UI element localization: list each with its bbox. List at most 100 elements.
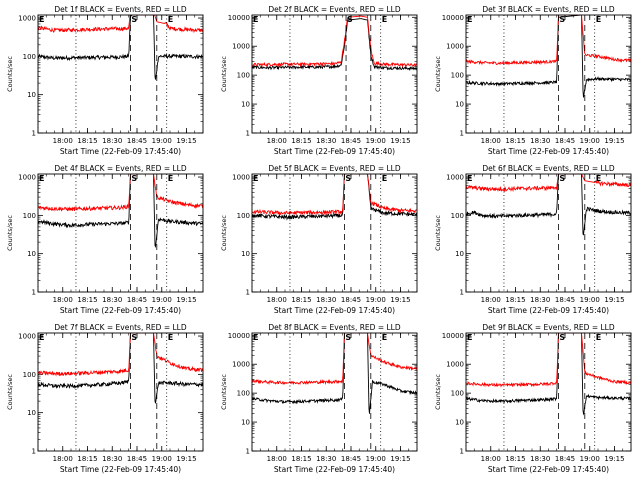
x-tick-label: 18:30	[530, 455, 550, 463]
event-marker-label: E	[467, 174, 472, 183]
panel-title: Det 2f BLACK = Events, RED = LLD	[268, 5, 401, 14]
y-tick-label: 100	[23, 53, 36, 61]
panel-title: Det 6f BLACK = Events, RED = LLD	[482, 164, 615, 173]
plot-frame	[251, 14, 418, 134]
series-events-line	[38, 333, 203, 404]
y-tick-label: 10	[27, 409, 36, 417]
x-axis-label: Start Time (22-Feb-09 17:45:40)	[274, 147, 395, 156]
series-lld-line	[466, 333, 631, 388]
series-lld-line	[38, 333, 203, 377]
x-tick-label: 18:00	[481, 455, 501, 463]
x-tick-label: 19:00	[366, 296, 386, 304]
y-tick-label: 1	[32, 289, 36, 297]
series-lld-line	[252, 333, 417, 386]
x-tick-label: 18:15	[77, 296, 97, 304]
y-tick-label: 100	[23, 371, 36, 379]
y-tick-label: 100	[451, 72, 464, 80]
series-events-line	[466, 15, 631, 98]
x-tick-label: 18:15	[77, 137, 97, 145]
event-marker-label: E	[596, 174, 601, 183]
y-tick-label: 10	[455, 101, 464, 109]
x-axis-label: Start Time (22-Feb-09 17:45:40)	[60, 147, 181, 156]
event-marker-label: E	[596, 15, 601, 24]
y-axis-label: Counts/sec	[434, 374, 442, 410]
x-tick-label: 18:45	[555, 137, 575, 145]
x-tick-label: 18:15	[291, 137, 311, 145]
x-tick-label: 18:15	[77, 455, 97, 463]
y-tick-label: 1	[32, 130, 36, 138]
series-events-line	[252, 333, 417, 414]
x-tick-label: 18:30	[102, 296, 122, 304]
y-tick-label: 1000	[446, 174, 464, 182]
y-tick-label: 100	[237, 390, 250, 398]
x-tick-label: 19:15	[390, 296, 410, 304]
x-tick-label: 18:15	[291, 455, 311, 463]
event-marker-label: S	[559, 333, 565, 342]
x-tick-label: 19:15	[390, 455, 410, 463]
x-tick-label: 18:45	[555, 296, 575, 304]
plot-frame	[465, 332, 632, 452]
panel-title: Det 4f BLACK = Events, RED = LLD	[54, 164, 187, 173]
event-marker-label: E	[382, 174, 387, 183]
y-tick-label: 10	[241, 101, 250, 109]
plot-frame	[465, 14, 632, 134]
y-tick-label: 100	[451, 212, 464, 220]
x-tick-label: 19:15	[604, 455, 624, 463]
panel-title: Det 5f BLACK = Events, RED = LLD	[268, 164, 401, 173]
y-tick-label: 10	[455, 250, 464, 258]
x-tick-label: 18:30	[530, 296, 550, 304]
panel-title: Det 1f BLACK = Events, RED = LLD	[54, 5, 187, 14]
y-tick-label: 1000	[446, 361, 464, 369]
y-tick-label: 10	[241, 250, 250, 258]
plot-frame	[37, 14, 204, 134]
x-tick-label: 18:00	[53, 455, 73, 463]
y-tick-label: 1000	[446, 43, 464, 51]
y-tick-label: 10000	[228, 14, 250, 22]
x-tick-label: 19:00	[580, 455, 600, 463]
panel-title: Det 8f BLACK = Events, RED = LLD	[268, 323, 401, 332]
series-lld-line	[252, 174, 417, 216]
x-tick-label: 19:15	[604, 137, 624, 145]
y-tick-label: 10000	[228, 332, 250, 340]
event-marker-label: S	[131, 15, 137, 24]
series-lld-line	[38, 15, 203, 34]
series-events-line	[466, 174, 631, 236]
series-events-line	[252, 174, 417, 221]
y-axis-label: Counts/sec	[220, 56, 228, 92]
x-tick-label: 18:00	[481, 296, 501, 304]
x-tick-label: 19:00	[366, 455, 386, 463]
x-tick-label: 18:00	[267, 137, 287, 145]
plot-frame	[37, 173, 204, 293]
x-tick-label: 18:00	[267, 296, 287, 304]
x-tick-label: 18:00	[267, 455, 287, 463]
event-marker-label: S	[131, 333, 137, 342]
event-marker-label: E	[39, 333, 44, 342]
y-axis-label: Counts/sec	[6, 374, 14, 410]
x-axis-label: Start Time (22-Feb-09 17:45:40)	[60, 306, 181, 315]
event-marker-label: E	[382, 333, 387, 342]
event-marker-label: E	[253, 333, 258, 342]
x-tick-label: 19:00	[580, 296, 600, 304]
event-marker-label: E	[168, 15, 173, 24]
event-marker-label: E	[382, 15, 387, 24]
x-tick-label: 19:15	[176, 137, 196, 145]
event-marker-label: E	[168, 333, 173, 342]
x-tick-label: 18:45	[341, 296, 361, 304]
y-axis-label: Counts/sec	[220, 374, 228, 410]
plot-frame	[251, 173, 418, 293]
series-events-line	[252, 18, 417, 72]
series-lld-line	[466, 15, 631, 66]
series-lld-line	[252, 15, 417, 68]
x-tick-label: 18:45	[127, 137, 147, 145]
detector-panel: Det 8f BLACK = Events, RED = LLD Counts/s…	[220, 323, 418, 474]
panel-title: Det 9f BLACK = Events, RED = LLD	[482, 323, 615, 332]
x-tick-label: 18:15	[291, 296, 311, 304]
panel-title: Det 7f BLACK = Events, RED = LLD	[54, 323, 187, 332]
detector-panel: Det 4f BLACK = Events, RED = LLD Counts/s…	[6, 164, 204, 315]
x-tick-label: 18:30	[102, 137, 122, 145]
y-tick-label: 1	[246, 130, 250, 138]
y-tick-label: 100	[23, 212, 36, 220]
x-tick-label: 18:00	[53, 296, 73, 304]
y-tick-label: 10000	[442, 14, 464, 22]
x-tick-label: 18:15	[505, 296, 525, 304]
